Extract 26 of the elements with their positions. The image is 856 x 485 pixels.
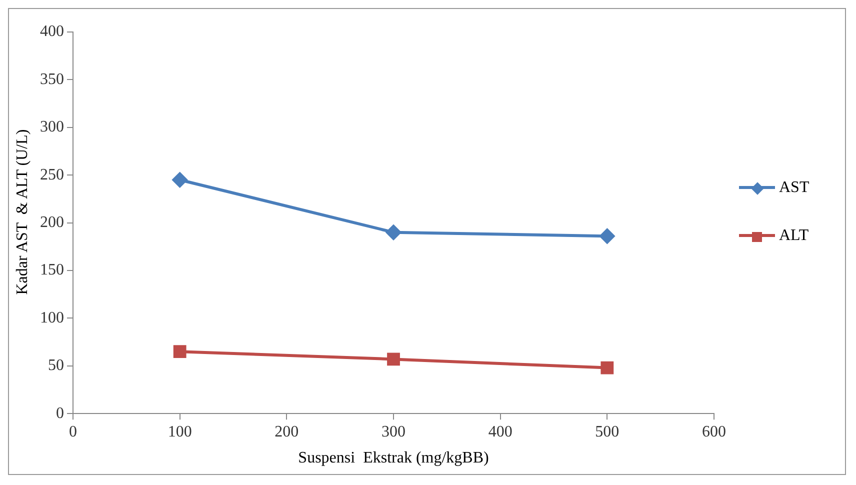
x-tick-label: 100 (168, 422, 192, 440)
legend-label: AST (779, 178, 810, 196)
legend-label: ALT (779, 226, 809, 244)
x-tick-label: 200 (274, 422, 299, 440)
point (600, 228, 615, 244)
x-tick-label: 0 (69, 422, 77, 440)
x-tick-label: 400 (488, 422, 512, 440)
y-tick-label: 200 (40, 214, 64, 231)
y-tick-label: 350 (40, 70, 64, 88)
y-tick-label: 100 (40, 308, 64, 326)
y-tick-label: 50 (48, 356, 64, 374)
x-tick-label: 600 (702, 422, 726, 440)
x-axis-title: Suspensi Ekstrak (mg/kgBB) (298, 449, 489, 466)
y-tick-label: 150 (40, 261, 64, 278)
y-tick-label: 250 (40, 166, 64, 183)
point (387, 352, 400, 366)
point (386, 224, 401, 240)
y-tick-label: 400 (40, 22, 64, 40)
x-tick-label: 500 (595, 422, 620, 440)
point (172, 172, 188, 187)
y-tick-label: 300 (40, 118, 64, 136)
x-tick-label: 300 (382, 422, 406, 440)
point (173, 344, 186, 358)
point (600, 360, 614, 374)
y-tick-label: 0 (56, 404, 64, 422)
y-axis-title: Kadar AST & ALT (U/L) (14, 128, 32, 294)
